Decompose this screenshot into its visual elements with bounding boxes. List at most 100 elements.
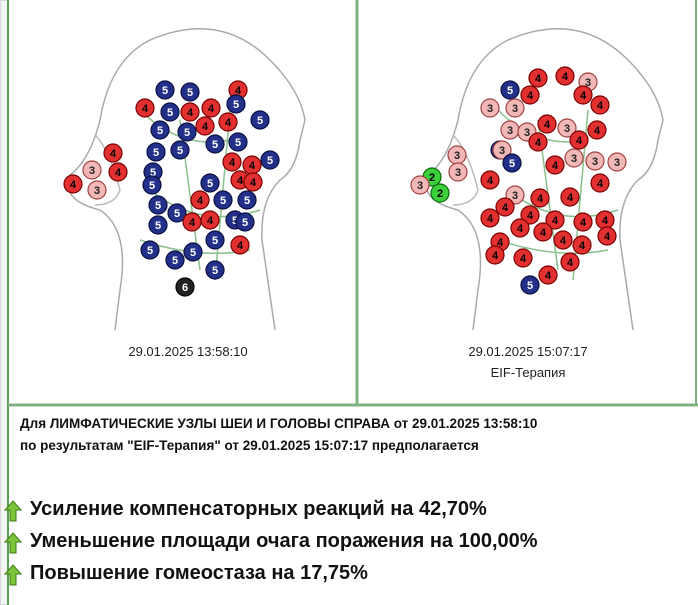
- lymph-node: [237, 190, 257, 210]
- lymph-node: [590, 95, 610, 115]
- node-label: 5: [157, 125, 163, 137]
- node-label: 5: [162, 85, 168, 97]
- node-label: 3: [417, 180, 423, 192]
- lymph-node: [607, 152, 627, 172]
- node-label: 4: [562, 71, 569, 83]
- node-label: 4: [597, 100, 604, 112]
- node-label: 5: [187, 87, 193, 99]
- lymph-node: [190, 190, 210, 210]
- lymph-node: [205, 134, 225, 154]
- lymph-node: [520, 205, 540, 225]
- report-line: Для ЛИМФАТИЧЕСКИЕ УЗЛЫ ШЕИ И ГОЛОВЫ СПРА…: [20, 416, 538, 431]
- lymph-node: [213, 190, 233, 210]
- lymph-node: [492, 140, 512, 160]
- node-label: 4: [115, 167, 122, 179]
- lymph-node: [553, 230, 573, 250]
- node-label: 3: [512, 190, 518, 202]
- node-label: 5: [190, 247, 196, 259]
- lymph-node: [135, 98, 155, 118]
- lymph-node: [564, 148, 584, 168]
- lymph-node: [243, 172, 263, 192]
- node-label: 4: [527, 210, 534, 222]
- lymph-node: [485, 245, 505, 265]
- result-text: Усиление компенсаторных реакций на 42,70…: [30, 498, 487, 520]
- timestamp: 29.01.2025 13:58:10: [128, 344, 247, 359]
- node-label: 4: [225, 117, 232, 129]
- lymph-node: [557, 118, 577, 138]
- lymph-node: [63, 174, 83, 194]
- node-label: 5: [212, 235, 218, 247]
- lymph-node: [165, 250, 185, 270]
- node-label: 4: [487, 175, 494, 187]
- node-label: 4: [567, 192, 574, 204]
- node-label: 5: [267, 155, 273, 167]
- lymph-node: [538, 265, 558, 285]
- lymph-node: [537, 114, 557, 134]
- lymph-node: [250, 110, 270, 130]
- lymph-node: [520, 275, 540, 295]
- lymph-node: [218, 112, 238, 132]
- lymph-node: [205, 260, 225, 280]
- node-label: 4: [487, 213, 494, 225]
- up-arrow: [4, 500, 22, 522]
- head-outline: [94, 134, 121, 206]
- node-label: 5: [147, 245, 153, 257]
- node-label: 5: [233, 99, 239, 111]
- lymph-node: [480, 208, 500, 228]
- node-label: 4: [237, 240, 244, 252]
- node-label: 5: [212, 265, 218, 277]
- lymph-node: [480, 98, 500, 118]
- node-label: 4: [202, 121, 209, 133]
- node-label: 4: [535, 137, 542, 149]
- report-line: по результатам "EIF-Терапия" от 29.01.20…: [20, 438, 479, 453]
- node-label: 5: [242, 217, 248, 229]
- lymph-node: [170, 140, 190, 160]
- lymph-node: [587, 120, 607, 140]
- lymph-node: [228, 132, 248, 152]
- node-label: 4: [208, 103, 215, 115]
- lymph-node: [183, 242, 203, 262]
- node-label: 4: [580, 217, 587, 229]
- lymph-node: [495, 197, 515, 217]
- lymph-node: [510, 218, 530, 238]
- lymph-node: [410, 175, 430, 195]
- node-label: 5: [155, 200, 161, 212]
- node-label: 3: [89, 165, 95, 177]
- node-label: 4: [552, 160, 559, 172]
- result-item: Уменьшение площади очага поражения на 10…: [4, 530, 538, 554]
- lymph-node: [146, 142, 166, 162]
- node-label: 5: [232, 215, 238, 227]
- node-label: 5: [235, 137, 241, 149]
- node-label: 3: [94, 185, 100, 197]
- lymph-node: [167, 203, 187, 223]
- lymph-node: [528, 132, 548, 152]
- result-text: Повышение гомеостаза на 17,75%: [30, 562, 368, 584]
- node-label: 4: [187, 107, 194, 119]
- node-label: 5: [153, 147, 159, 159]
- node-label: 5: [149, 180, 155, 192]
- node-label: 5: [244, 195, 250, 207]
- node-label: 2: [437, 188, 443, 200]
- node-label: 3: [454, 150, 460, 162]
- node-label: 4: [537, 193, 544, 205]
- lymph-node: [530, 188, 550, 208]
- lymph-node: [513, 248, 533, 268]
- up-arrow: [4, 532, 22, 554]
- lymph-node: [87, 180, 107, 200]
- node-label: 4: [579, 240, 586, 252]
- lymph-node: [195, 116, 215, 136]
- node-label: 5: [507, 85, 513, 97]
- node-label: 2: [429, 172, 435, 184]
- node-label: 4: [552, 215, 559, 227]
- node-label: 4: [545, 270, 552, 282]
- lymph-node: [180, 102, 200, 122]
- node-label: 4: [492, 250, 499, 262]
- node-label: 3: [571, 153, 577, 165]
- lymph-node: [200, 210, 220, 230]
- lymph-node: [560, 252, 580, 272]
- node-label: 5: [184, 127, 190, 139]
- node-label: 4: [110, 148, 117, 160]
- node-label: 5: [150, 167, 156, 179]
- node-label: 5: [167, 107, 173, 119]
- lymph-node: [222, 152, 242, 172]
